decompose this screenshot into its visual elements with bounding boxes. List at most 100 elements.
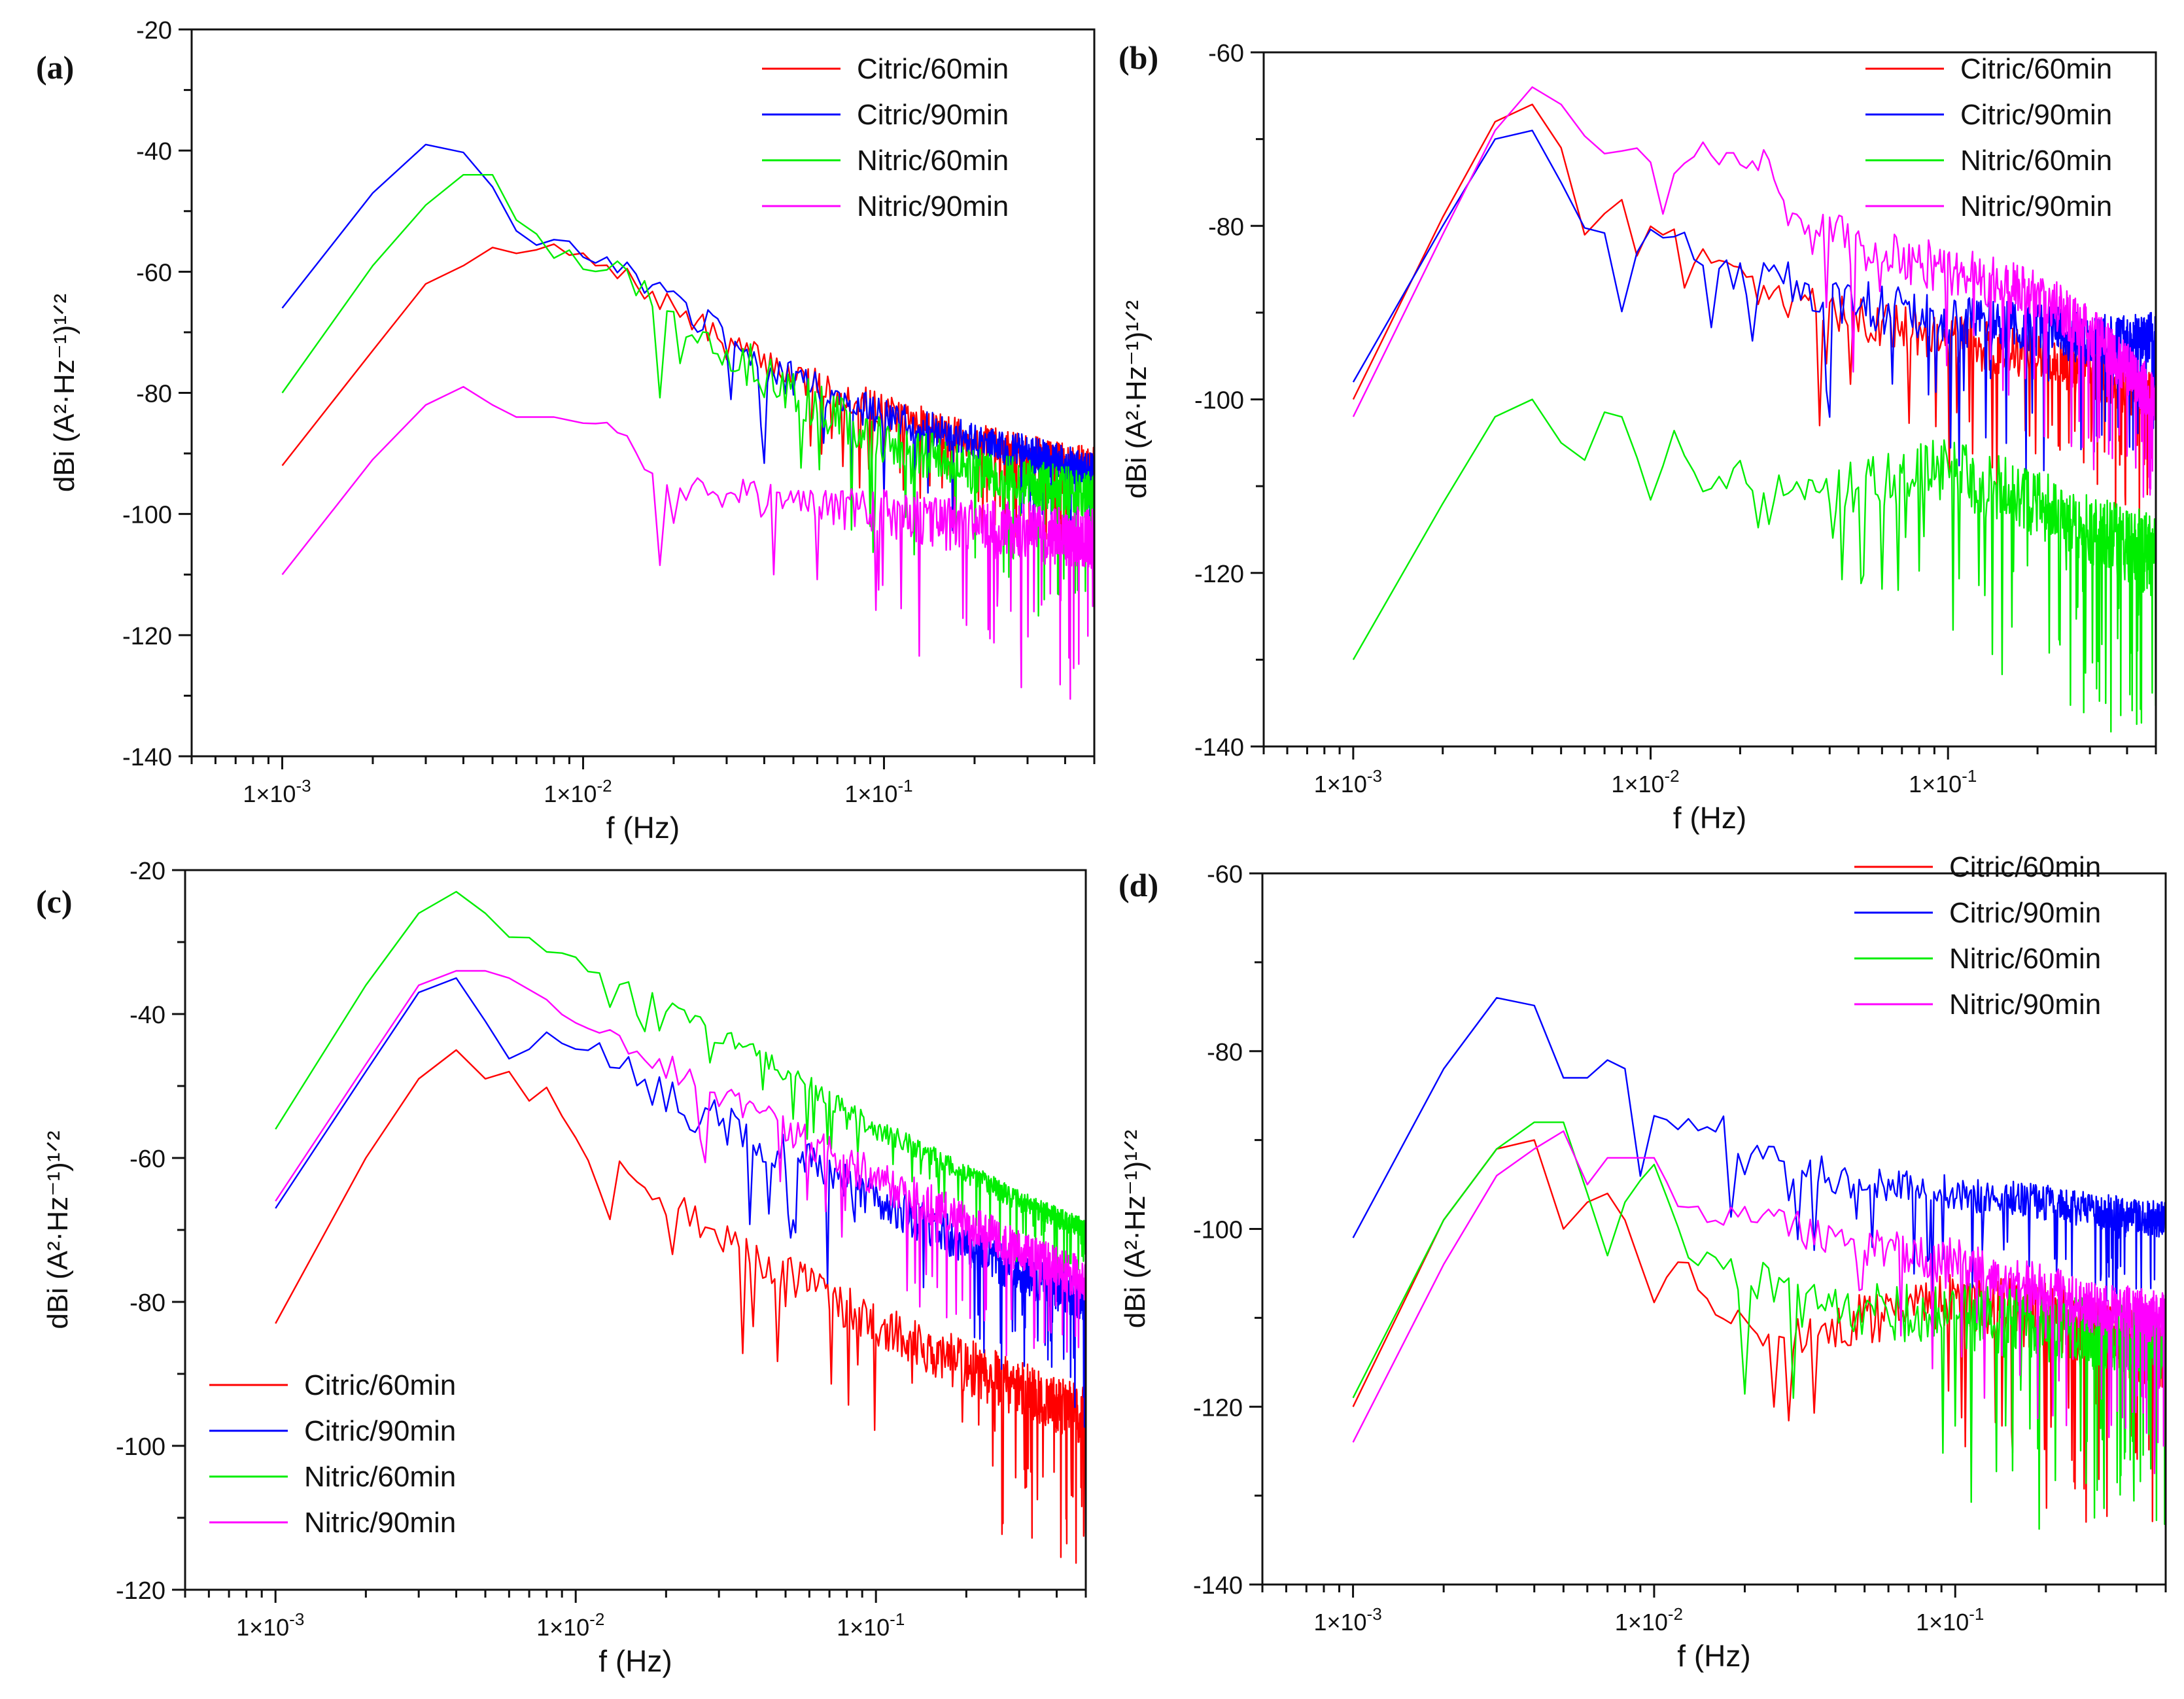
panel-a-ytick-label: -60 — [136, 259, 172, 287]
panel-a-xtick-exponent: -1 — [897, 776, 912, 796]
panel-a-xtick-label: 1×10-1 — [844, 776, 912, 807]
panel-d-series-nitric-90min — [1352, 1130, 2166, 1475]
panel-c-xtick-mantissa: 1×10 — [236, 1614, 289, 1641]
panel-d-xtick-label: 1×10-2 — [1615, 1604, 1683, 1636]
panel-c-xtick-exponent: -1 — [890, 1609, 905, 1629]
panel-c-series-citric-60min — [275, 1049, 1086, 1564]
panel-a-ytick-label: -120 — [122, 623, 172, 650]
panel-a-xtick-label: 1×10-2 — [544, 776, 612, 807]
panel-c-legend: Citric/60min Citric/90min Nitric/60min Nitr… — [209, 1369, 456, 1539]
panel-a-ytick-label: -20 — [136, 17, 172, 44]
panel-c-series-nitric-90min — [275, 970, 1086, 1357]
panel-c-xtick-label: 1×10-3 — [236, 1609, 304, 1641]
panel-b-legend-label-nitric-60min: Nitric/60min — [1960, 145, 2112, 177]
panel-c-legend-label-citric-60min: Citric/60min — [304, 1369, 456, 1401]
panel-d-xtick-mantissa: 1×10 — [1615, 1609, 1668, 1636]
panel-c-y-axis-title: dBi (A²·Hz⁻¹)¹ᐟ² — [42, 1130, 74, 1329]
panel-c-x-axis-title: f (Hz) — [598, 1644, 672, 1678]
panel-a-xtick-mantissa: 1×10 — [243, 780, 296, 807]
panel-a-series-group — [281, 143, 1094, 700]
panel-c-xtick-exponent: -3 — [289, 1609, 304, 1629]
panel-b-xtick-mantissa: 1×10 — [1909, 771, 1962, 797]
panel-c-ytick-label: -20 — [130, 858, 165, 885]
panel-d-xtick-label: 1×10-3 — [1313, 1604, 1381, 1636]
panel-b-series-nitric-90min — [1352, 86, 2156, 498]
panel-a-legend-label-citric-90min: Citric/90min — [857, 99, 1009, 131]
panel-c-legend-label-nitric-90min: Nitric/90min — [304, 1507, 456, 1539]
panel-b-xtick-mantissa: 1×10 — [1314, 771, 1367, 797]
panel-a-label: (a) — [36, 49, 74, 86]
panel-d-xtick-exponent: -3 — [1367, 1604, 1382, 1624]
panel-c-series-citric-90min — [275, 977, 1086, 1428]
panel-a-ytick-label: -80 — [136, 381, 172, 408]
panel-a-ytick-label: -100 — [122, 502, 172, 529]
panel-d-ytick-label: -100 — [1193, 1217, 1243, 1244]
panel-d-ytick-label: -120 — [1193, 1394, 1243, 1422]
panel-a-xtick-exponent: -2 — [597, 776, 612, 796]
panel-b-series-nitric-60min — [1352, 398, 2156, 733]
panel-b-legend-label-citric-60min: Citric/60min — [1960, 53, 2112, 85]
panel-b-xtick-label: 1×10-1 — [1909, 766, 1977, 797]
panel-a-x-axis-title: f (Hz) — [606, 811, 680, 845]
panel-b-xtick-label: 1×10-2 — [1611, 766, 1679, 797]
panel-d-series-citric-90min — [1352, 997, 2166, 1303]
panel-c-xtick-mantissa: 1×10 — [536, 1614, 589, 1641]
panel-d-y-axis-title: dBi (A²·Hz⁻¹)¹ᐟ² — [1119, 1130, 1151, 1328]
panel-a-xtick-label: 1×10-3 — [243, 776, 311, 807]
panel-d-ytick-label: -80 — [1207, 1039, 1243, 1066]
panel-c-series-nitric-60min — [275, 890, 1086, 1280]
panel-c-legend-label-nitric-60min: Nitric/60min — [304, 1461, 456, 1493]
panel-d-ytick-label: -60 — [1207, 861, 1243, 888]
panel-b-legend: Citric/60min Citric/90min Nitric/60min Nitr… — [1865, 53, 2112, 222]
panel-a-legend-label-nitric-90min: Nitric/90min — [857, 190, 1009, 222]
panel-d-legend-label-citric-90min: Citric/90min — [1949, 897, 2101, 929]
panel-b-xtick-mantissa: 1×10 — [1611, 771, 1664, 797]
panel-b-xtick-label: 1×10-3 — [1314, 766, 1382, 797]
panel-c-xtick-label: 1×10-1 — [837, 1609, 905, 1641]
panel-b-label: (b) — [1118, 39, 1158, 76]
panel-b-ytick-label: -100 — [1194, 387, 1244, 415]
panel-c-xtick-exponent: -2 — [589, 1609, 604, 1629]
panel-a-xtick-mantissa: 1×10 — [844, 780, 897, 807]
panel-b-legend-label-nitric-90min: Nitric/90min — [1960, 190, 2112, 222]
panel-d-series-nitric-60min — [1352, 1121, 2166, 1530]
panel-a-series-nitric-60min — [281, 174, 1094, 617]
panel-b-x-axis-title: f (Hz) — [1673, 801, 1746, 835]
panel-a-ytick-label: -140 — [122, 744, 172, 771]
panel-b-ytick-label: -80 — [1208, 213, 1244, 241]
panel-c-ytick-label: -120 — [116, 1577, 165, 1605]
panel-b-legend-label-citric-90min: Citric/90min — [1960, 99, 2112, 131]
panel-d-legend-label-nitric-90min: Nitric/90min — [1949, 989, 2101, 1021]
panel-d-series-group — [1352, 997, 2166, 1530]
panel-b-series-citric-90min — [1352, 130, 2156, 475]
panel-b-y-axis-title: dBi (A²·Hz⁻¹)¹ᐟ² — [1120, 300, 1153, 499]
panel-a-legend: Citric/60min Citric/90min Nitric/60min Nitr… — [762, 53, 1009, 222]
panel-a-legend-label-citric-60min: Citric/60min — [857, 53, 1009, 85]
panel-b-ytick-label: -120 — [1194, 561, 1244, 588]
panel-c-ytick-label: -40 — [130, 1002, 165, 1029]
panel-d-x-axis-title: f (Hz) — [1677, 1639, 1750, 1673]
panel-a-y-axis-title: dBi (A²·Hz⁻¹)¹ᐟ² — [48, 294, 80, 492]
panel-a-xtick-mantissa: 1×10 — [544, 780, 597, 807]
panel-a-legend-label-nitric-60min: Nitric/60min — [857, 145, 1009, 177]
panel-d-xtick-mantissa: 1×10 — [1916, 1609, 1969, 1636]
panel-c-ytick-label: -60 — [130, 1146, 165, 1173]
panel-b-xtick-exponent: -3 — [1367, 766, 1382, 786]
panel-d-legend-label-citric-60min: Citric/60min — [1949, 851, 2101, 883]
panel-c-ytick-label: -100 — [116, 1433, 165, 1461]
panel-d-xtick-exponent: -2 — [1668, 1604, 1683, 1624]
panel-c-xtick-label: 1×10-2 — [536, 1609, 604, 1641]
panel-d-legend: Citric/60min Citric/90min Nitric/60min Nitr… — [1854, 851, 2101, 1021]
panel-c-xtick-mantissa: 1×10 — [837, 1614, 890, 1641]
panel-c-label: (c) — [36, 883, 73, 920]
panel-a-series-citric-90min — [281, 143, 1094, 555]
panel-b-xtick-exponent: -2 — [1665, 766, 1680, 786]
panel-b-ytick-label: -60 — [1208, 40, 1244, 67]
panel-c-series-group — [275, 890, 1086, 1564]
